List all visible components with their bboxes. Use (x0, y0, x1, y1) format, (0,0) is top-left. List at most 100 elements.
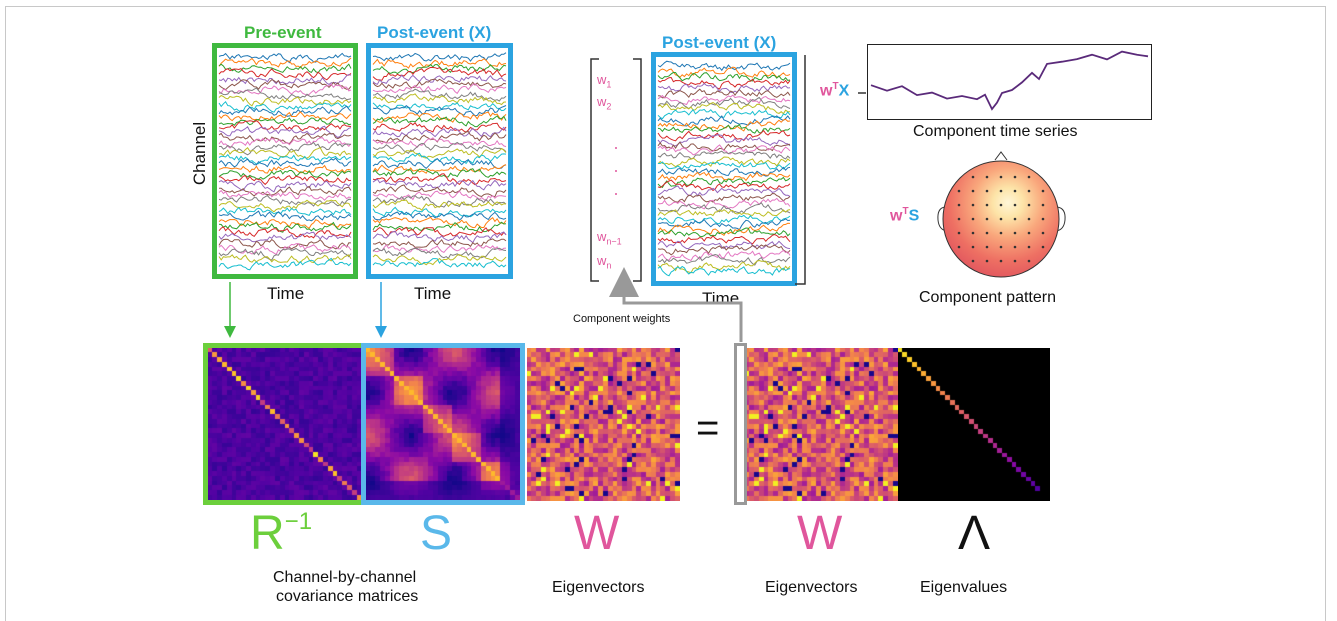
channel-trace (372, 178, 507, 191)
component-time-series-caption: Component time series (913, 123, 1078, 140)
channel-trace (657, 240, 791, 250)
channel-trace (372, 131, 507, 144)
channel-trace (372, 83, 507, 95)
electrode-dot (1027, 175, 1031, 179)
channel-trace (372, 184, 507, 198)
channel-trace (372, 158, 507, 170)
post-event-title: Post-event (X) (377, 23, 492, 42)
electrode-dot (957, 217, 961, 221)
channel-trace (372, 111, 507, 123)
electrode-dot (1013, 175, 1017, 179)
channel-trace (657, 265, 791, 277)
channel-trace (372, 52, 507, 62)
post-event-panel (366, 43, 513, 279)
electrode-dot (1027, 189, 1031, 193)
electrode-dot (1027, 245, 1031, 249)
channel-trace (372, 102, 507, 112)
channel-trace (657, 96, 791, 110)
channel-trace (372, 78, 507, 89)
channel-trace (372, 141, 507, 154)
electrode-dot (999, 259, 1003, 263)
component-weights-highlight (734, 343, 747, 505)
weight-brackets (590, 55, 806, 285)
channel-trace (657, 108, 791, 120)
pre-event-traces (218, 52, 352, 271)
channel-trace (218, 194, 352, 207)
channel-trace (372, 244, 507, 254)
channel-trace (657, 150, 791, 160)
electrode-dot (1041, 231, 1045, 235)
channel-trace (657, 202, 791, 214)
channel-trace (657, 244, 791, 256)
component-time-series-line (870, 50, 1149, 111)
channel-trace (657, 118, 791, 132)
channel-trace (218, 120, 352, 132)
channel-trace (218, 137, 352, 149)
channel-trace (657, 129, 791, 142)
electrode-dot (971, 217, 975, 221)
channel-trace (372, 238, 507, 248)
w-matrix (527, 348, 680, 501)
covariance-caption-line1: Channel-by-channel (273, 569, 417, 586)
component-time-series-plot (867, 44, 1152, 120)
electrode-dot (1013, 203, 1017, 207)
channel-trace (218, 111, 352, 122)
figure-frame (5, 6, 1326, 621)
electrode-dot (999, 189, 1003, 193)
channel-trace (657, 88, 791, 99)
channel-trace (218, 226, 352, 239)
channel-trace (218, 189, 352, 201)
channel-trace (657, 60, 791, 72)
electrode-dot (1013, 245, 1017, 249)
electrode-dot (985, 231, 989, 235)
channel-trace (218, 257, 352, 271)
channel-trace (372, 230, 507, 244)
electrode-dot (971, 259, 975, 263)
channel-trace (218, 52, 352, 64)
s-matrix (361, 343, 525, 505)
channel-trace (372, 258, 507, 269)
electrode-dot (957, 189, 961, 193)
channel-trace (218, 117, 352, 126)
channel-trace (218, 206, 352, 217)
pre-event-panel (212, 43, 358, 279)
channel-trace (657, 209, 791, 217)
channel-trace (372, 105, 507, 117)
eigenvectors-caption: Eigenvectors (552, 579, 645, 596)
channel-trace (218, 218, 352, 230)
wn-1-label: wn−1 (597, 229, 622, 247)
component-pattern-topoplot (937, 151, 1066, 278)
electrode-dot (999, 203, 1003, 207)
channel-trace (372, 58, 507, 69)
post-event-traces (372, 52, 507, 269)
time-label-pre: Time (267, 284, 305, 303)
r-inverse-matrix (203, 343, 367, 505)
channel-trace (657, 144, 791, 156)
wtx-arrow (858, 92, 866, 94)
channel-trace (218, 157, 352, 168)
wts-label: wTS (890, 206, 920, 225)
channel-trace (657, 76, 791, 90)
eigenvectors-caption-2: Eigenvectors (765, 579, 858, 596)
post-event-traces-2 (657, 60, 791, 277)
channel-trace (372, 66, 507, 81)
w-matrix-2 (745, 348, 898, 501)
channel-trace (657, 227, 791, 238)
channel-trace (657, 124, 791, 134)
channel-trace (372, 216, 507, 229)
channel-trace (372, 221, 507, 233)
channel-trace (218, 231, 352, 243)
r-inverse-symbol: R−1 (250, 507, 313, 560)
post-event-panel-2 (651, 52, 797, 286)
channel-trace (218, 247, 352, 261)
channel-trace (372, 137, 507, 149)
equals-sign: = (696, 406, 720, 450)
channel-trace (657, 176, 791, 189)
electrode-dot (1041, 189, 1045, 193)
channel-trace (372, 93, 507, 106)
channel-trace (218, 169, 352, 180)
component-weights-label: Component weights (573, 313, 671, 325)
covariance-caption-line2: covariance matrices (276, 588, 419, 605)
channel-trace (218, 132, 352, 145)
